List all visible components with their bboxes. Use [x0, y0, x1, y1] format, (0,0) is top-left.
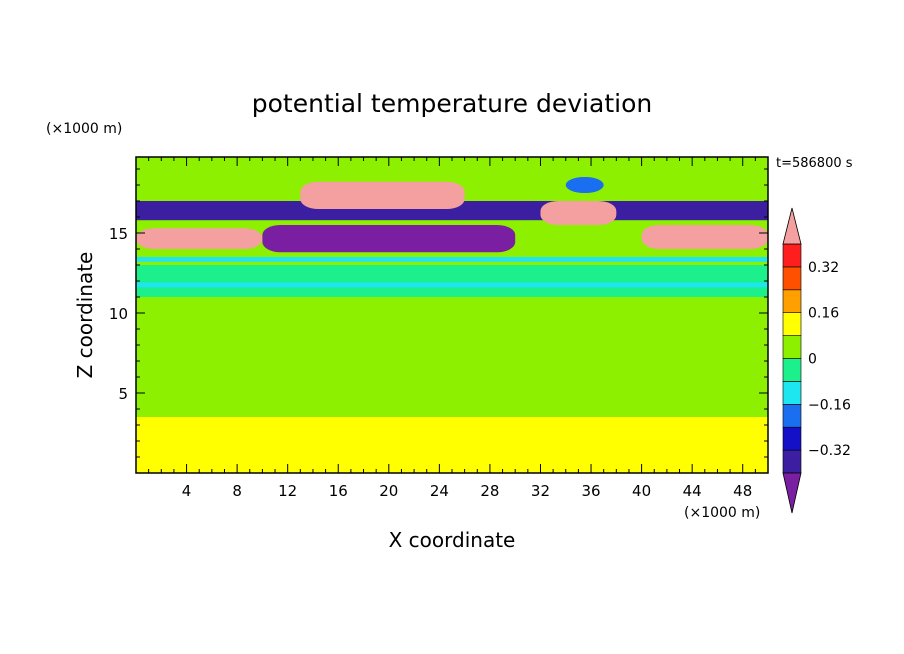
colorbar-tick-label: 0.16: [808, 306, 839, 322]
contour-region: [136, 297, 768, 401]
colorbar-upper-extension: [782, 207, 802, 245]
x-tick-label: 28: [480, 482, 499, 500]
colorbar-segment: [782, 266, 802, 291]
colorbar-segment: [782, 358, 802, 382]
y-axis: 5 10 15: [109, 168, 768, 458]
y-tick-label: 5: [118, 385, 128, 403]
colorbar-segment: [782, 243, 802, 268]
x-tick-label: 12: [278, 482, 297, 500]
y-unit-label: (×1000 m): [46, 121, 122, 137]
colorbar-segment: [782, 449, 802, 474]
x-tick-label: 48: [733, 482, 752, 500]
colorbar-segment: [782, 312, 802, 336]
contour-region: [540, 201, 617, 225]
contour-region: [641, 225, 768, 249]
time-label: t=586800 s: [776, 156, 853, 171]
x-tick-label: 8: [232, 482, 242, 500]
x-tick-label: 44: [683, 482, 702, 500]
x-tick-label: 36: [581, 482, 600, 500]
contour-region: [136, 257, 768, 262]
y-tick-label: 10: [109, 305, 128, 323]
contour-region: [136, 265, 768, 297]
contour-region: [565, 177, 604, 193]
x-tick-label: 40: [632, 482, 651, 500]
colorbar-segment: [782, 335, 802, 359]
contour-region: [300, 181, 465, 209]
chart-title: potential temperature deviation: [252, 89, 652, 118]
contour-region: [136, 228, 263, 249]
y-tick-label: 15: [109, 225, 128, 243]
colorbar-segment: [782, 381, 802, 405]
colorbar-segment: [782, 403, 802, 428]
x-tick-label: 20: [379, 482, 398, 500]
x-tick-label: 16: [329, 482, 348, 500]
x-tick-label: 4: [182, 482, 192, 500]
x-tick-label: 32: [531, 482, 550, 500]
y-axis-label: Z coordinate: [73, 252, 97, 379]
colorbar-segment: [782, 289, 802, 313]
contour-region: [262, 225, 516, 253]
contour-region: [136, 417, 768, 473]
colorbar: 0.32 0.16 0 −0.16 −0.32: [782, 207, 851, 514]
colorbar-lower-extension: [782, 472, 802, 514]
colorbar-tick-label: 0: [808, 352, 817, 368]
plot-area: [136, 157, 768, 473]
x-unit-label: (×1000 m): [684, 505, 760, 521]
colorbar-segment: [782, 426, 802, 451]
colorbar-tick-label: −0.16: [808, 397, 851, 413]
contour-region: [136, 282, 768, 288]
x-tick-label: 24: [430, 482, 449, 500]
x-axis: 4 8 12 16 20 24 28 32 36 40 44 48: [148, 157, 756, 500]
colorbar-tick-label: −0.32: [808, 443, 851, 459]
x-axis-label: X coordinate: [389, 528, 516, 552]
colorbar-tick-label: 0.32: [808, 260, 839, 276]
